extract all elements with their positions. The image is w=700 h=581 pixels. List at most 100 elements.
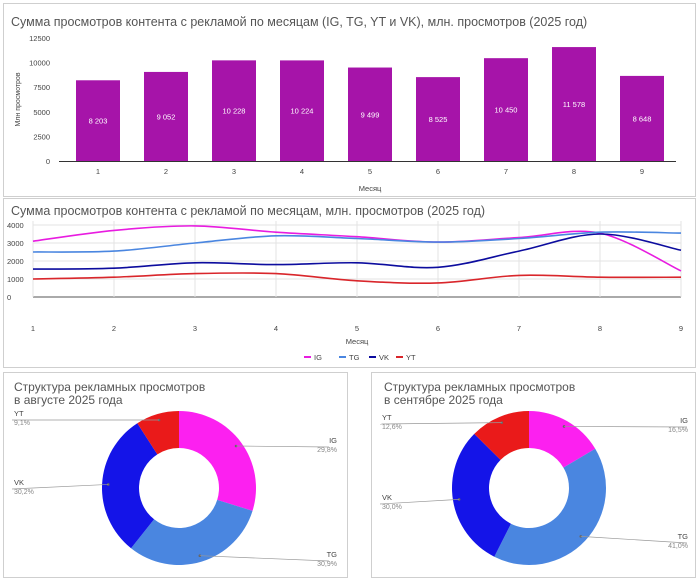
bar-chart: 0 2500 5000 7500 10000 12500 8 203 1 9 052 2 10 22… [15,34,676,193]
series-line-vk [32,233,682,270]
y-tick-label: 12500 [29,34,50,43]
leader-line [564,426,688,428]
bar-data-label: 9 499 [361,110,380,119]
line-chart-panel: Сумма просмотров контента с рекламой по … [3,198,696,368]
y-tick-label: 2500 [33,132,50,141]
x-tick-label: 6 [436,324,440,333]
pie-august-title-line2: в августе 2025 года [14,393,123,407]
x-tick-label: 5 [355,324,359,333]
slice-name-label: VK [14,478,24,487]
y-tick-label: 10000 [29,59,50,68]
slice-pct-label: 30,2% [14,489,34,496]
x-tick-label: 4 [274,324,278,333]
bar-data-label: 10 224 [291,107,314,116]
slice-pct-label: 29,8% [317,447,337,454]
bar-chart-title: Сумма просмотров контента с рекламой по … [11,15,588,29]
leader-dot [234,444,238,448]
x-tick-label: 6 [436,167,440,176]
pie-september-title: Структура рекламных просмотров в сентябр… [384,381,575,407]
pie-august-title: Структура рекламных просмотров в августе… [14,381,205,407]
line-chart-title: Сумма просмотров контента с рекламой по … [11,204,486,218]
pie-chart-september-panel: Структура рекламных просмотров в сентябр… [371,372,696,578]
x-tick-label: 9 [679,324,683,333]
x-tick-label: 1 [31,324,35,333]
slice-name-label: VK [382,493,392,502]
bar-data-label: 8 525 [429,115,448,124]
x-tick-label: 9 [640,167,644,176]
pie-september-title-line2: в сентябре 2025 года [384,393,503,407]
x-tick-label: 8 [598,324,602,333]
x-tick-label: 1 [96,167,100,176]
x-axis-label: Месяц [346,337,369,346]
y-tick-label: 0 [46,157,50,166]
slice-ig [179,411,256,511]
slice-pct-label: 30,0% [382,504,402,511]
series-line-ig [32,225,682,272]
slice-name-label: IG [680,416,688,425]
bar-2 [144,71,188,161]
slice-name-label: YT [382,413,392,422]
slice-name-label: TG [327,550,338,559]
x-tick-label: 8 [572,167,576,176]
bar-1 [76,80,120,161]
pie-chart-august-panel: Структура рекламных просмотров в августе… [3,372,348,578]
bar-chart-panel: Сумма просмотров контента с рекламой по … [3,3,696,197]
series-line-tg [32,231,682,253]
y-tick-label: 4000 [7,221,24,230]
slice-name-label: YT [14,409,24,418]
y-tick-label: 1000 [7,275,24,284]
leader-line [379,499,460,505]
bar-9 [620,75,664,161]
y-tick-label: 0 [7,293,11,302]
x-axis-label: Месяц [359,184,382,193]
bar-data-label: 8 203 [89,117,108,126]
legend-label-ig: IG [314,353,322,362]
slice-pct-label: 30,9% [317,561,337,568]
bar-data-label: 10 228 [223,107,246,116]
y-axis-label: Млн просмотров [15,72,22,126]
legend-label-yt: YT [406,353,416,362]
slice-pct-label: 16,5% [668,427,688,434]
slice-vk [452,433,511,557]
x-tick-label: 3 [193,324,197,333]
leader-line [379,422,502,425]
bar-data-label: 9 052 [157,112,176,121]
slice-pct-label: 9,1% [14,420,30,427]
y-tick-label: 3000 [7,239,24,248]
leader-dot [562,425,566,428]
pie-september-title-line1: Структура рекламных просмотров [384,380,576,394]
bar-6 [416,77,460,161]
slice-pct-label: 12,6% [382,424,402,431]
pie-august-title-line1: Структура рекламных просмотров [14,380,206,394]
line-chart: 0 1000 2000 3000 4000 1 2 3 4 5 6 7 8 9 Месяц IG TG VK YT [7,221,683,362]
slice-yt [474,411,529,460]
x-tick-label: 2 [164,167,168,176]
slice-vk [102,423,158,549]
leader-line [11,484,109,490]
x-tick-label: 4 [300,167,304,176]
x-tick-label: 3 [232,167,236,176]
bar-data-label: 10 450 [495,106,518,115]
leader-dot [457,498,461,501]
leader-line [199,555,330,562]
pie-chart-september: IG 16,5% TG 41,0% VK 30,0% YT 12,6% [379,411,689,565]
bar-4 [280,60,324,161]
bar-3 [212,60,256,162]
slice-name-label: IG [329,436,337,445]
slice-tg [131,499,253,565]
slice-yt [137,411,179,455]
leader-line [236,445,330,448]
x-tick-label: 7 [504,167,508,176]
bar-5 [348,67,392,161]
bar-data-label: 8 648 [633,114,652,123]
y-tick-label: 7500 [33,83,50,92]
slice-pct-label: 41,0% [668,543,688,550]
slice-ig [529,411,596,468]
pie-chart-august: IG 29,8% TG 30,9% VK 30,2% YT 9,1% [11,409,338,568]
bar-7 [484,58,528,162]
bar-data-label: 11 578 [563,100,585,109]
x-tick-label: 7 [517,324,521,333]
slice-name-label: TG [678,532,689,541]
y-tick-label: 5000 [33,108,50,117]
y-tick-label: 2000 [7,257,24,266]
